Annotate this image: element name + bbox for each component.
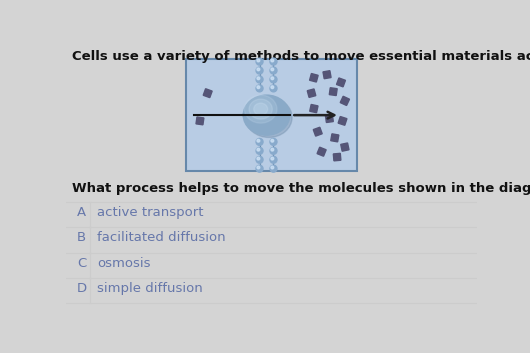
Circle shape [256, 147, 263, 154]
Circle shape [270, 58, 277, 65]
Circle shape [270, 138, 277, 145]
Circle shape [271, 148, 273, 151]
Circle shape [257, 77, 260, 80]
Bar [337, 78, 346, 87]
Text: D: D [77, 282, 87, 295]
Circle shape [270, 76, 277, 83]
Circle shape [256, 85, 263, 92]
Circle shape [271, 157, 273, 160]
Circle shape [271, 86, 273, 89]
Circle shape [256, 138, 263, 145]
Bar [340, 96, 349, 106]
Circle shape [270, 165, 277, 172]
Circle shape [270, 67, 277, 74]
Circle shape [256, 67, 263, 74]
Circle shape [271, 139, 273, 142]
Circle shape [257, 68, 260, 71]
Text: facilitated diffusion: facilitated diffusion [97, 232, 226, 244]
Bar [310, 73, 318, 82]
Circle shape [257, 148, 260, 151]
Bar [310, 104, 318, 113]
Ellipse shape [243, 95, 290, 135]
Circle shape [257, 166, 260, 169]
Ellipse shape [245, 97, 292, 137]
Bar [329, 88, 337, 96]
Ellipse shape [244, 95, 277, 123]
Text: osmosis: osmosis [97, 257, 151, 270]
Circle shape [257, 139, 260, 142]
Text: active transport: active transport [97, 206, 204, 219]
Circle shape [271, 68, 273, 71]
Circle shape [271, 77, 273, 80]
Circle shape [257, 86, 260, 89]
Circle shape [271, 59, 273, 62]
Text: Cells use a variety of methods to move essential materials across biological mem: Cells use a variety of methods to move e… [73, 50, 530, 63]
Circle shape [256, 165, 263, 172]
Bar [333, 153, 341, 161]
Text: What process helps to move the molecules shown in the diagram across the membran: What process helps to move the molecules… [73, 182, 530, 195]
Circle shape [256, 156, 263, 163]
Circle shape [257, 59, 260, 62]
Text: simple diffusion: simple diffusion [97, 282, 203, 295]
Circle shape [270, 85, 277, 92]
Bar [307, 89, 316, 97]
Bar [331, 134, 339, 142]
Circle shape [256, 76, 263, 83]
Text: B: B [77, 232, 86, 244]
Text: C: C [77, 257, 86, 270]
Circle shape [270, 147, 277, 154]
Bar [338, 116, 347, 125]
Bar [341, 143, 349, 151]
Bar [187, 59, 357, 171]
Circle shape [271, 166, 273, 169]
Bar [325, 115, 333, 122]
Circle shape [256, 58, 263, 65]
Bar [317, 147, 326, 156]
Bar [313, 127, 322, 136]
Bar [323, 71, 331, 79]
Bar [196, 117, 204, 125]
Circle shape [270, 156, 277, 163]
Ellipse shape [249, 99, 272, 119]
Bar [203, 89, 212, 98]
Ellipse shape [254, 103, 268, 115]
Circle shape [257, 157, 260, 160]
Text: A: A [77, 206, 86, 219]
